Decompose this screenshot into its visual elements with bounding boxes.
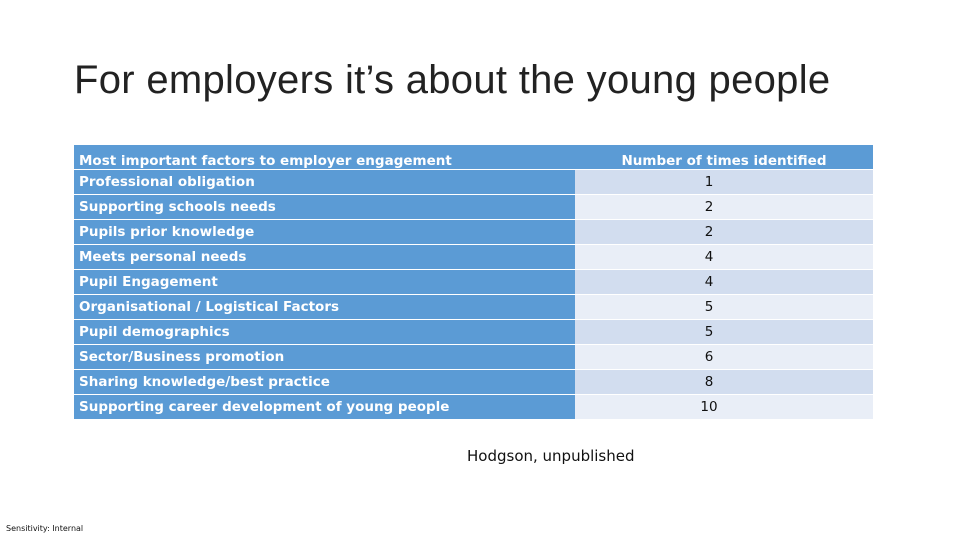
table-row: Pupils prior knowledge 2 [74, 219, 873, 245]
factor-cell: Meets personal needs [74, 244, 575, 270]
count-cell: 2 [575, 194, 873, 220]
factor-cell: Organisational / Logistical Factors [74, 294, 575, 320]
table-row: Sector/Business promotion 6 [74, 344, 873, 370]
table-header-row: Most important factors to employer engag… [74, 145, 873, 170]
table-row: Meets personal needs 4 [74, 244, 873, 270]
factor-cell: Pupils prior knowledge [74, 219, 575, 245]
factor-cell: Professional obligation [74, 169, 575, 195]
slide-title: For employers it’s about the young peopl… [74, 58, 831, 102]
count-cell: 5 [575, 294, 873, 320]
factor-cell: Pupil demographics [74, 319, 575, 345]
factors-table: Most important factors to employer engag… [74, 145, 873, 420]
table-row: Pupil demographics 5 [74, 319, 873, 345]
table-row: Professional obligation 1 [74, 169, 873, 195]
factor-cell: Sharing knowledge/best practice [74, 369, 575, 395]
factor-cell: Pupil Engagement [74, 269, 575, 295]
table-row: Supporting schools needs 2 [74, 194, 873, 220]
factor-cell: Supporting schools needs [74, 194, 575, 220]
count-cell: 2 [575, 219, 873, 245]
count-cell: 4 [575, 269, 873, 295]
count-cell: 6 [575, 344, 873, 370]
count-cell: 8 [575, 369, 873, 395]
count-cell: 1 [575, 169, 873, 195]
table-row: Organisational / Logistical Factors 5 [74, 294, 873, 320]
factor-cell: Sector/Business promotion [74, 344, 575, 370]
sensitivity-label: Sensitivity: Internal [6, 524, 84, 533]
count-cell: 4 [575, 244, 873, 270]
factor-cell: Supporting career development of young p… [74, 394, 575, 420]
source-citation: Hodgson, unpublished [467, 447, 635, 465]
count-cell: 5 [575, 319, 873, 345]
count-cell: 10 [575, 394, 873, 420]
table-row: Sharing knowledge/best practice 8 [74, 369, 873, 395]
table-row: Supporting career development of young p… [74, 394, 873, 420]
factor-column-header: Most important factors to employer engag… [74, 145, 575, 170]
table-row: Pupil Engagement 4 [74, 269, 873, 295]
count-column-header: Number of times identified [575, 145, 873, 170]
